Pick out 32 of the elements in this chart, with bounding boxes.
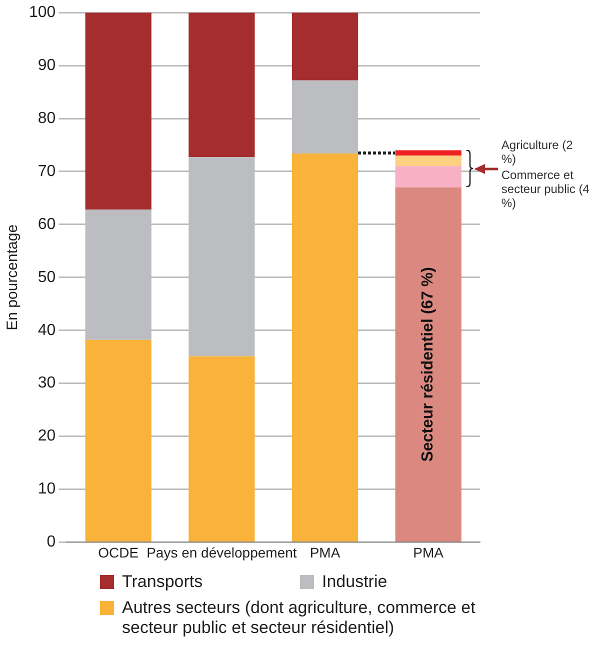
bar: [395, 156, 462, 166]
bar: [188, 12, 255, 158]
text: Agriculture (2 %): [501, 138, 574, 166]
x-tick-label: PMA: [310, 544, 341, 560]
legend-label: Industrie: [322, 572, 388, 592]
legend-label: Transports: [122, 572, 203, 592]
x-tick-label: Pays en développement: [146, 544, 297, 560]
y-tick-label: 90: [38, 56, 56, 74]
y-tick-label: 40: [38, 322, 56, 339]
bar: [85, 12, 152, 210]
annotation: Secteur résidentiel (67 %): [420, 267, 437, 462]
legend-label: Autres secteurs (dont agriculture, commerce et secteur public et secteur résidentiel): [122, 598, 476, 638]
y-tick-label: 0: [46, 534, 56, 551]
x-tick-label: OCDE: [98, 544, 139, 560]
y-tick-label: 60: [38, 216, 56, 233]
y-axis-title: En pourcentage: [4, 224, 22, 330]
bar: [85, 340, 152, 542]
text: Commerce et secteur public (4 %): [501, 168, 590, 210]
bar: [395, 166, 462, 188]
y-tick-label: 100: [28, 4, 56, 22]
y-tick-label: 80: [38, 110, 56, 127]
bar: [188, 356, 255, 542]
y-tick-label: 70: [38, 162, 56, 180]
bar: [395, 150, 462, 156]
y-tick-label: 50: [38, 268, 56, 286]
bar: [395, 187, 462, 542]
y-tick-label: 20: [38, 428, 56, 445]
x-tick-label: PMA: [413, 544, 444, 560]
bar: [292, 12, 358, 80]
bar: [292, 153, 358, 542]
y-tick-label: 30: [38, 374, 56, 392]
y-tick-label: 10: [38, 480, 56, 498]
